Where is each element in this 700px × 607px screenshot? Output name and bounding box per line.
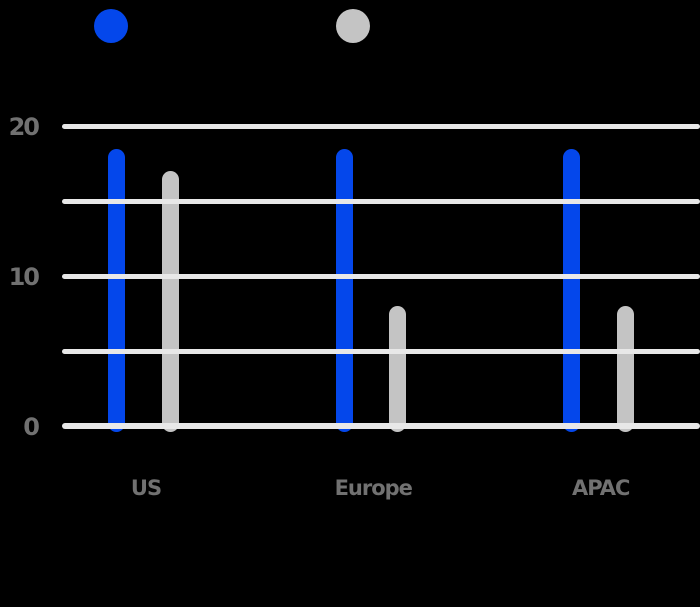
legend-dot-gray-series [336, 9, 370, 43]
x-category-label-europe: Europe [334, 476, 413, 500]
gridline-15 [62, 198, 700, 204]
y-tick-label-0: 0 [23, 413, 40, 441]
bar-blue-series-europe [335, 148, 353, 432]
bar-blue-series-apac [563, 148, 580, 432]
gridline-20 [62, 123, 700, 129]
legend-dot-blue-series [94, 9, 128, 43]
bar-gray-series-europe [389, 306, 406, 432]
x-category-label-us: US [130, 476, 162, 500]
x-category-label-apac: APAC [572, 476, 630, 500]
x-axis-baseline [62, 423, 700, 429]
y-tick-label-20: 20 [8, 113, 40, 141]
bar-gray-series-us [161, 171, 179, 432]
bar-blue-series-us [108, 148, 126, 432]
bar-gray-series-apac [616, 306, 634, 432]
gridline-10 [62, 273, 700, 279]
y-tick-label-10: 10 [8, 263, 40, 291]
gridline-5 [62, 348, 700, 354]
